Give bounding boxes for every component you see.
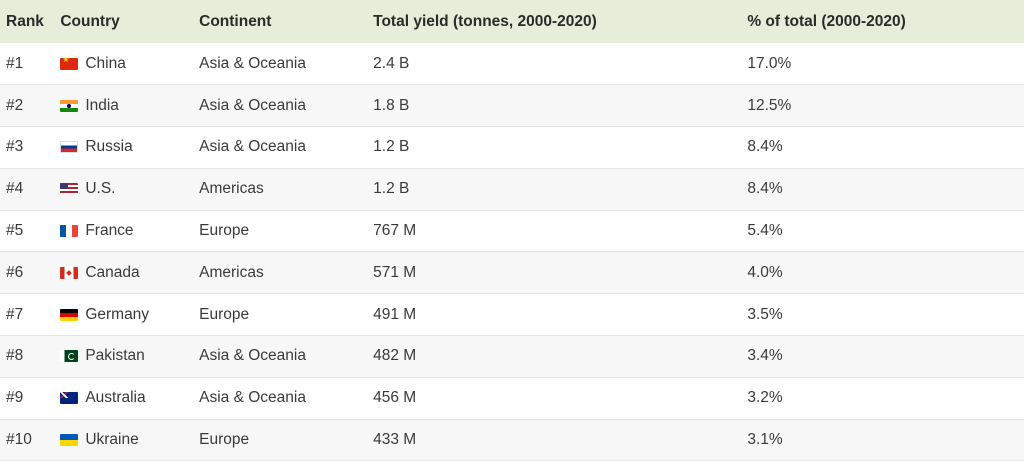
flag-china-icon — [60, 57, 79, 70]
continent-cell: Asia & Oceania — [199, 54, 306, 72]
country-name: Australia — [85, 389, 146, 407]
country-cell: Russia — [54, 127, 193, 169]
country-cell: U.S. — [54, 168, 193, 210]
total-yield-cell: 2.4 B — [373, 54, 410, 72]
total-yield-cell: 767 M — [373, 222, 417, 240]
country-name: Canada — [85, 263, 140, 281]
header-percent-total: % of total (2000-2020) — [747, 12, 906, 30]
flag-us-icon — [60, 183, 79, 196]
country-cell: India — [54, 85, 193, 127]
table-row: #3 Russia Asia & Oceania 1.2 B 8.4% — [0, 126, 1024, 169]
country-cell: China — [54, 43, 193, 85]
continent-cell: Americas — [199, 180, 264, 198]
country-name: India — [85, 96, 119, 114]
country-cell: Australia — [54, 377, 193, 419]
rank-cell: #5 — [6, 222, 24, 240]
rank-cell: #4 — [6, 180, 24, 198]
continent-cell: Americas — [199, 263, 264, 281]
country-name: Pakistan — [85, 347, 145, 365]
country-name: China — [85, 54, 126, 72]
flag-australia-icon — [60, 392, 79, 405]
percent-total-cell: 3.4% — [747, 347, 783, 365]
flag-france-icon — [60, 225, 79, 238]
header-rank: Rank — [6, 12, 44, 30]
table-row: #1 China Asia & Oceania 2.4 B 17.0% — [0, 43, 1024, 85]
percent-total-cell: 3.1% — [747, 431, 783, 449]
rank-cell: #7 — [6, 305, 24, 323]
percent-total-cell: 3.2% — [747, 389, 783, 407]
total-yield-cell: 1.8 B — [373, 96, 410, 114]
rank-cell: #8 — [6, 347, 24, 365]
table-row: #5 France Europe 767 M 5.4% — [0, 210, 1024, 252]
continent-cell: Europe — [199, 431, 250, 449]
table-row: #2 India Asia & Oceania 1.8 B 12.5% — [0, 84, 1024, 127]
continent-cell: Europe — [199, 222, 250, 240]
table-row: #4 U.S. Americas 1.2 B 8.4% — [0, 168, 1024, 211]
header-continent: Continent — [199, 12, 272, 30]
country-cell: France — [54, 210, 193, 252]
table-row: #7 Germany Europe 491 M 3.5% — [0, 293, 1024, 336]
table-row: #8 Pakistan Asia & Oceania 482 M 3.4% — [0, 335, 1024, 378]
total-yield-cell: 456 M — [373, 389, 417, 407]
percent-total-cell: 4.0% — [747, 263, 783, 281]
country-name: Germany — [85, 305, 150, 323]
continent-cell: Asia & Oceania — [199, 389, 306, 407]
rank-cell: #10 — [6, 431, 32, 449]
country-name: France — [85, 222, 134, 240]
flag-pakistan-icon — [60, 350, 79, 363]
country-cell: Germany — [54, 294, 193, 336]
continent-cell: Asia & Oceania — [199, 138, 306, 156]
continent-cell: Europe — [199, 305, 250, 323]
total-yield-cell: 571 M — [373, 263, 417, 281]
percent-total-cell: 8.4% — [747, 180, 783, 198]
flag-ukraine-icon — [60, 434, 79, 447]
total-yield-cell: 482 M — [373, 347, 417, 365]
table-row: #10 Ukraine Europe 433 M 3.1% — [0, 419, 1024, 461]
total-yield-cell: 433 M — [373, 431, 417, 449]
country-name: Russia — [85, 138, 133, 156]
rank-cell: #3 — [6, 138, 24, 156]
percent-total-cell: 3.5% — [747, 305, 783, 323]
total-yield-cell: 1.2 B — [373, 138, 410, 156]
total-yield-cell: 1.2 B — [373, 180, 410, 198]
total-yield-cell: 491 M — [373, 305, 417, 323]
header-country: Country — [60, 12, 120, 30]
flag-canada-icon — [60, 266, 79, 279]
flag-india-icon — [60, 99, 79, 112]
country-cell: Canada — [54, 252, 193, 294]
country-cell: Pakistan — [54, 336, 193, 378]
continent-cell: Asia & Oceania — [199, 96, 306, 114]
table-header-row: Rank Country Continent Total yield (tonn… — [0, 0, 1024, 43]
country-cell: Ukraine — [54, 419, 193, 461]
percent-total-cell: 5.4% — [747, 222, 783, 240]
table-row: #6 Canada Americas 571 M 4.0% — [0, 251, 1024, 294]
table-row: #9 Australia Asia & Oceania 456 M 3.2% — [0, 377, 1024, 420]
percent-total-cell: 12.5% — [747, 96, 792, 114]
country-name: Ukraine — [85, 431, 139, 449]
rank-cell: #2 — [6, 96, 24, 114]
continent-cell: Asia & Oceania — [199, 347, 306, 365]
rank-cell: #1 — [6, 54, 24, 72]
flag-russia-icon — [60, 141, 79, 154]
percent-total-cell: 8.4% — [747, 138, 783, 156]
percent-total-cell: 17.0% — [747, 54, 792, 72]
rank-cell: #9 — [6, 389, 24, 407]
flag-germany-icon — [60, 308, 79, 321]
header-total-yield: Total yield (tonnes, 2000-2020) — [373, 12, 597, 30]
table-body: #1 China Asia & Oceania 2.4 B 17.0% #2 India As… — [0, 43, 1024, 461]
rank-cell: #6 — [6, 263, 24, 281]
country-name: U.S. — [85, 180, 116, 198]
